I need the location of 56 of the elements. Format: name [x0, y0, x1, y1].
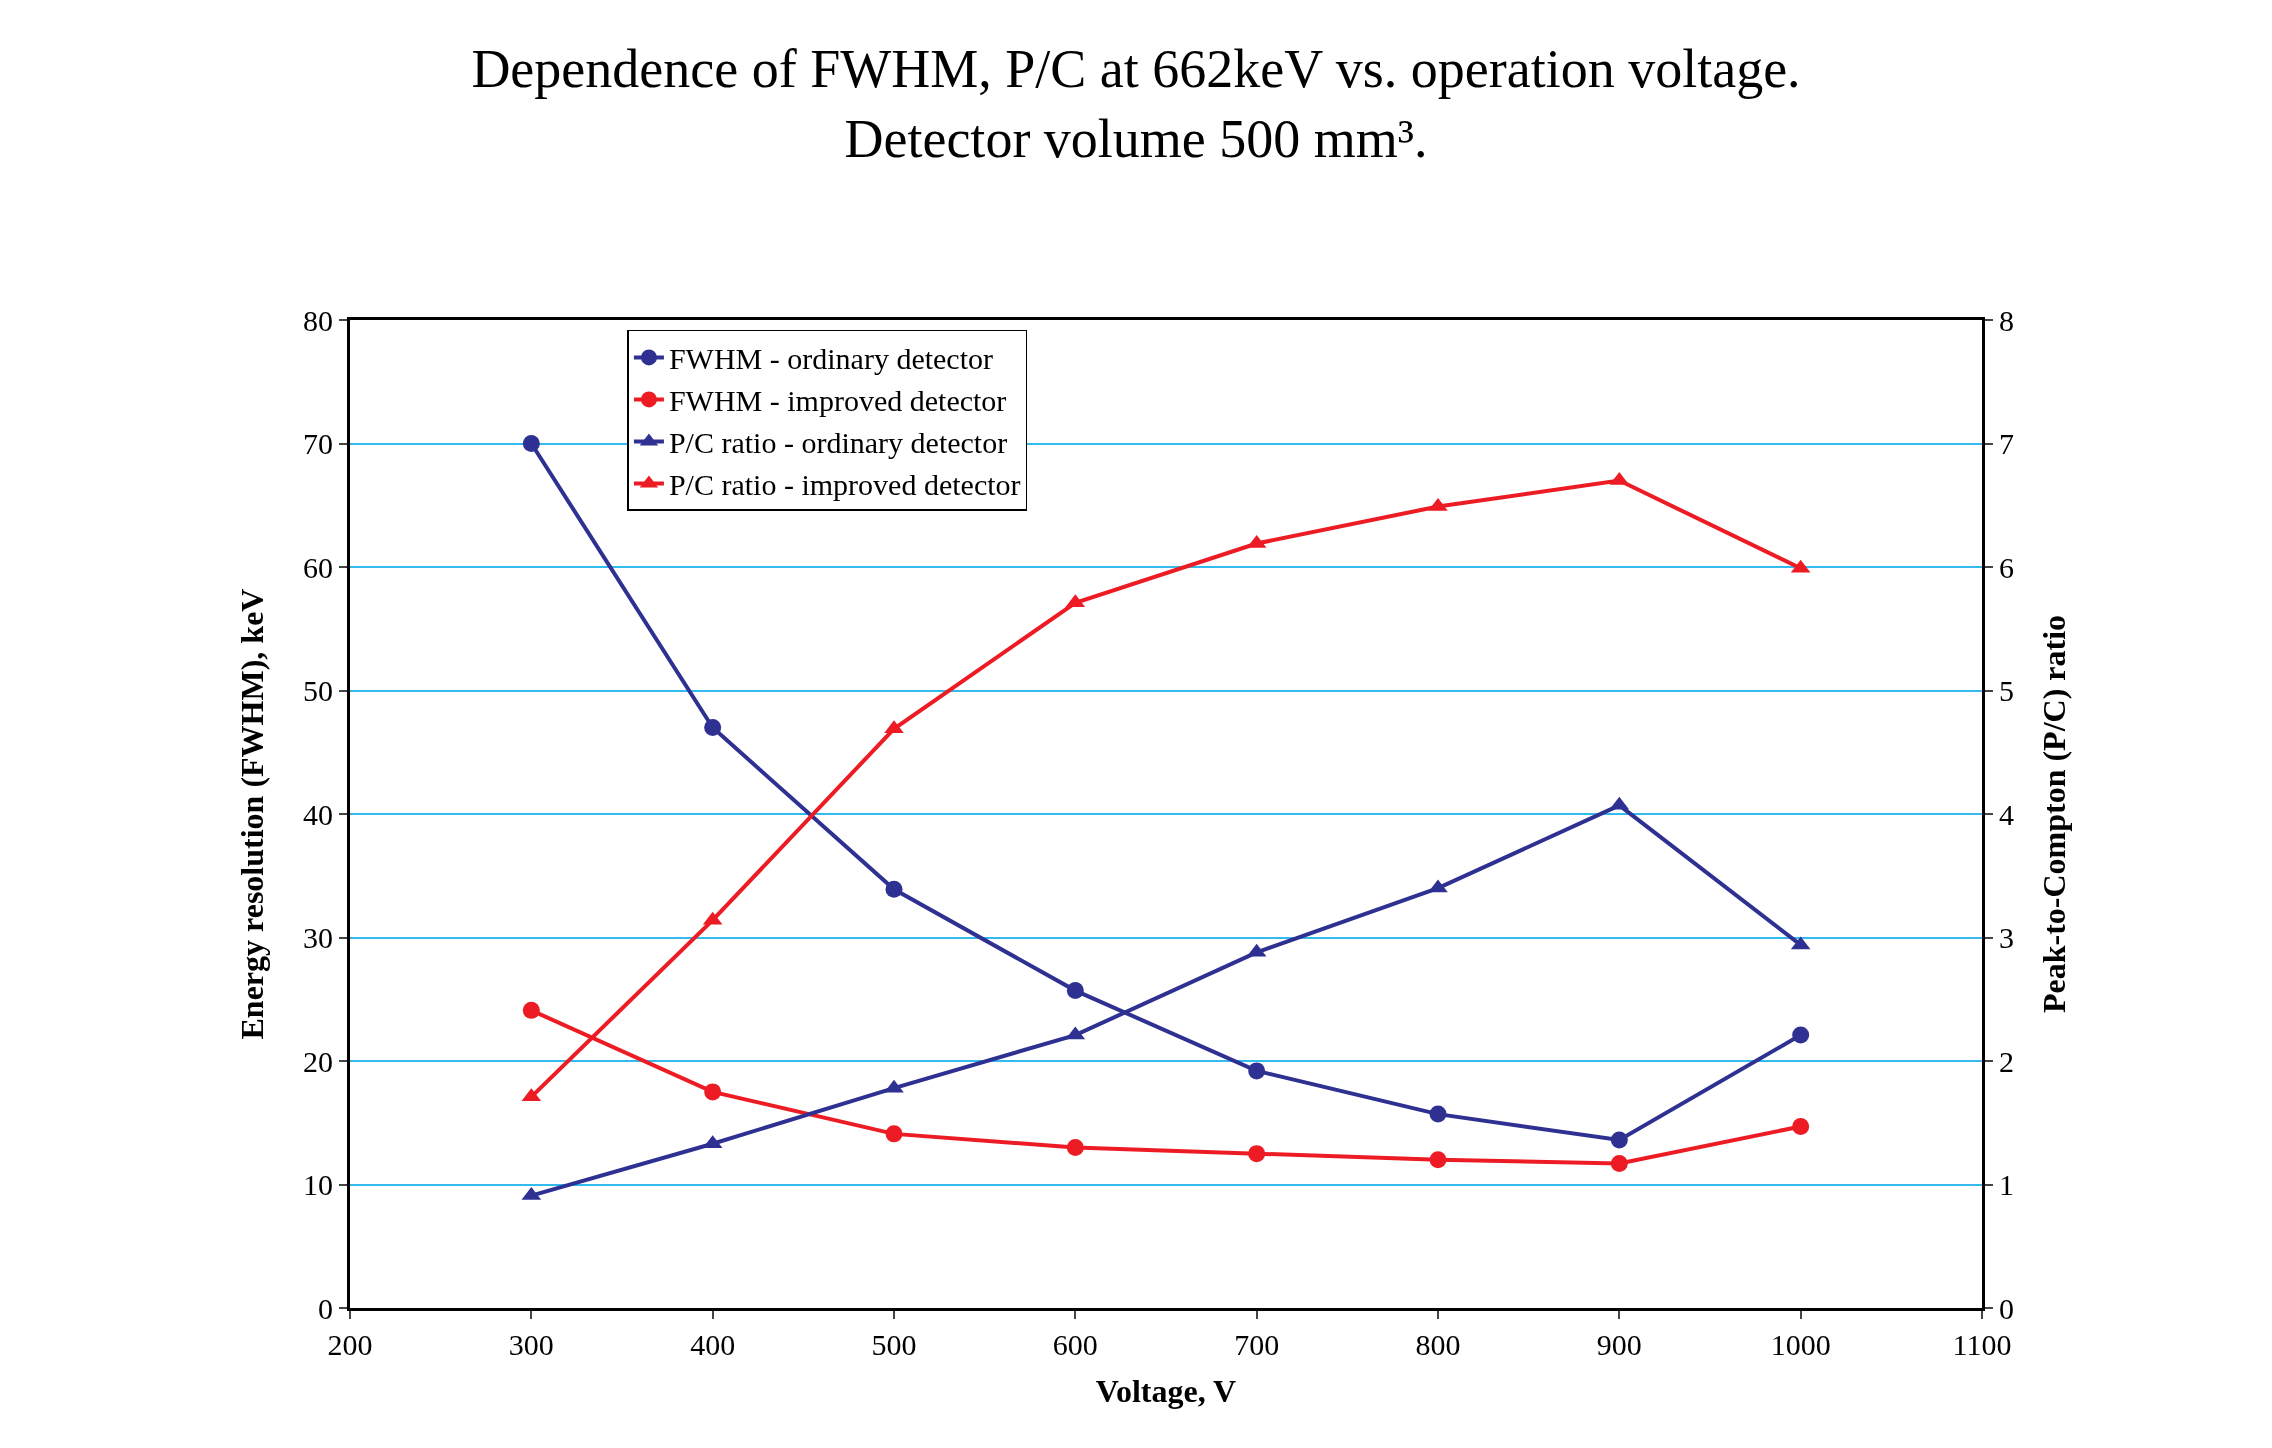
y-tick-label: 0 — [318, 1291, 333, 1325]
y-tick-label: 40 — [303, 797, 333, 831]
point — [1792, 1026, 1810, 1044]
x-tick-label: 1000 — [1770, 1328, 1831, 1361]
y-tick-label: 50 — [303, 674, 333, 707]
y-tick-label: 70 — [303, 427, 333, 460]
y-tick-label: 80 — [303, 303, 333, 337]
point — [1066, 1138, 1084, 1156]
legend-label: FWHM - improved detector — [668, 384, 1007, 418]
legend-label: FWHM - ordinary detector — [668, 342, 994, 376]
point — [884, 1079, 904, 1093]
y2-tick-label: 1 — [1999, 1168, 2014, 1201]
point — [522, 435, 540, 452]
point — [884, 720, 904, 734]
point — [1248, 1145, 1266, 1163]
point — [1248, 1062, 1266, 1080]
x-tick-label: 500 — [871, 1328, 917, 1361]
point — [1610, 1155, 1628, 1172]
point — [1428, 497, 1448, 511]
point — [1066, 982, 1084, 1000]
y-tick-label: 30 — [303, 921, 333, 954]
y-tick-label: 10 — [303, 1168, 333, 1201]
y2-tick-label: 8 — [1999, 303, 2014, 337]
y2-tick-label: 2 — [1999, 1044, 2014, 1078]
x-tick-label: 900 — [1596, 1328, 1642, 1361]
point — [704, 1083, 722, 1101]
y2-tick-label: 6 — [1999, 550, 2014, 584]
y2-tick-label: 5 — [1999, 674, 2014, 707]
x-tick-label: 1100 — [1952, 1328, 2012, 1361]
y2-tick-label: 7 — [1999, 427, 2014, 460]
legend-label: P/C ratio - improved detector — [668, 468, 1021, 502]
x-axis-title: Voltage, V — [1095, 1372, 1237, 1409]
point — [1792, 1117, 1810, 1135]
y2-tick-label: 4 — [1999, 797, 2014, 831]
y-tick-label: 20 — [303, 1044, 333, 1078]
y-axis-title: Energy resolution (FWHM), keV — [234, 588, 271, 1040]
x-tick-label: 300 — [508, 1328, 554, 1361]
point — [1429, 1105, 1447, 1123]
y-tick-label: 60 — [303, 550, 333, 584]
point — [1610, 1131, 1628, 1149]
x-tick-label: 200 — [327, 1328, 373, 1361]
point — [885, 880, 903, 898]
point — [1428, 879, 1448, 893]
x-tick-label: 700 — [1234, 1328, 1280, 1361]
point — [885, 1125, 903, 1143]
x-tick-label: 400 — [690, 1328, 736, 1361]
point — [522, 1001, 540, 1019]
y2-axis-title: Peak-to-Compton (P/C) ratio — [2035, 614, 2072, 1014]
chart-title: Dependence of FWHM, P/C at 662keV vs. operation voltage. Detector volume 500 mm³. — [471, 38, 1801, 170]
x-tick-label: 600 — [1052, 1328, 1098, 1361]
y2-tick-label: 3 — [1999, 921, 2014, 954]
x-tick-label: 800 — [1415, 1328, 1461, 1361]
legend-label: P/C ratio - ordinary detector — [668, 426, 1008, 460]
y2-tick-label: 0 — [1999, 1291, 2014, 1325]
point — [1429, 1151, 1447, 1169]
point — [704, 719, 722, 737]
